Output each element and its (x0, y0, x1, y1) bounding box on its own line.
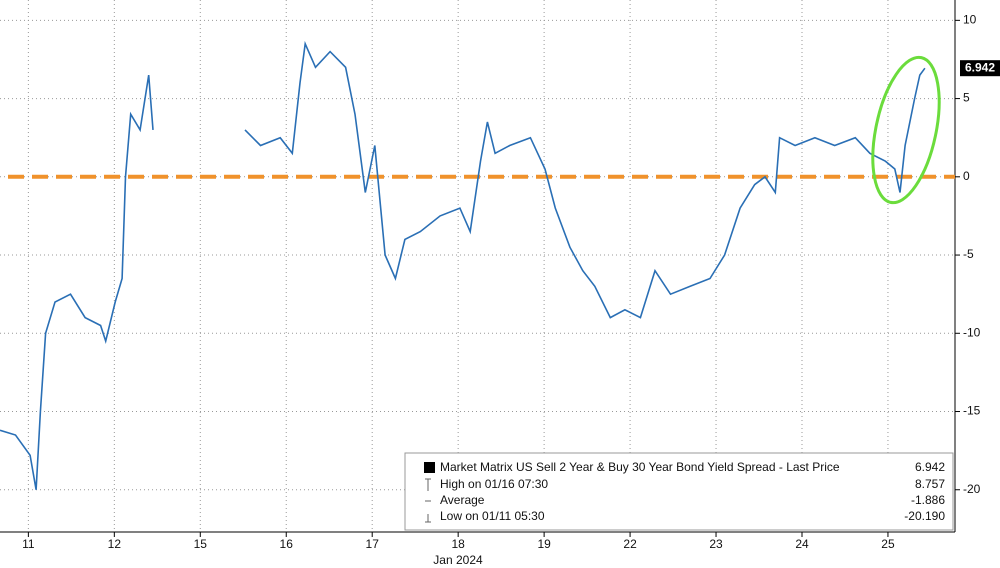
y-tick-label: -15 (963, 404, 981, 418)
legend-value: -20.190 (904, 509, 945, 523)
legend-icons (425, 478, 431, 523)
x-tick-label: 18 (451, 537, 465, 551)
legend-swatch (424, 462, 435, 473)
legend-label: Market Matrix US Sell 2 Year & Buy 30 Ye… (440, 460, 840, 474)
y-tick-label: 5 (963, 91, 970, 105)
legend-box (404, 452, 954, 531)
legend-value: 8.757 (915, 477, 945, 491)
legend-value: -1.886 (911, 493, 945, 507)
legend-value: 6.942 (915, 460, 945, 474)
x-tick-label: 12 (108, 537, 122, 551)
y-tick-label: 10 (963, 13, 977, 27)
x-tick-label: 24 (795, 537, 809, 551)
x-tick-label: 19 (537, 537, 551, 551)
highlight-ellipse (871, 55, 941, 205)
legend-label: High on 01/16 07:30 (440, 477, 548, 491)
legend: Market Matrix US Sell 2 Year & Buy 30 Ye… (404, 452, 954, 531)
legend-label: Average (440, 493, 485, 507)
x-sublabel: Jan 2024 (433, 553, 483, 567)
x-tick-label: 15 (194, 537, 208, 551)
y-tick-label: -5 (963, 247, 974, 261)
series-line (244, 40, 926, 319)
x-tick-label: 23 (709, 537, 723, 551)
legend-label: Low on 01/11 05:30 (440, 509, 545, 523)
series-line (0, 74, 154, 490)
y-tick-label: -10 (963, 325, 981, 339)
last-price-label: 6.942 (965, 60, 995, 74)
x-tick-label: 16 (280, 537, 294, 551)
x-tick-label: 25 (881, 537, 895, 551)
x-tick-label: 11 (22, 537, 35, 551)
last-price-tag (960, 60, 1000, 77)
x-tick-label: 22 (623, 537, 637, 551)
x-tick-label: 17 (366, 537, 380, 551)
y-tick-label: -20 (963, 482, 981, 496)
y-tick-label: 0 (963, 169, 970, 183)
